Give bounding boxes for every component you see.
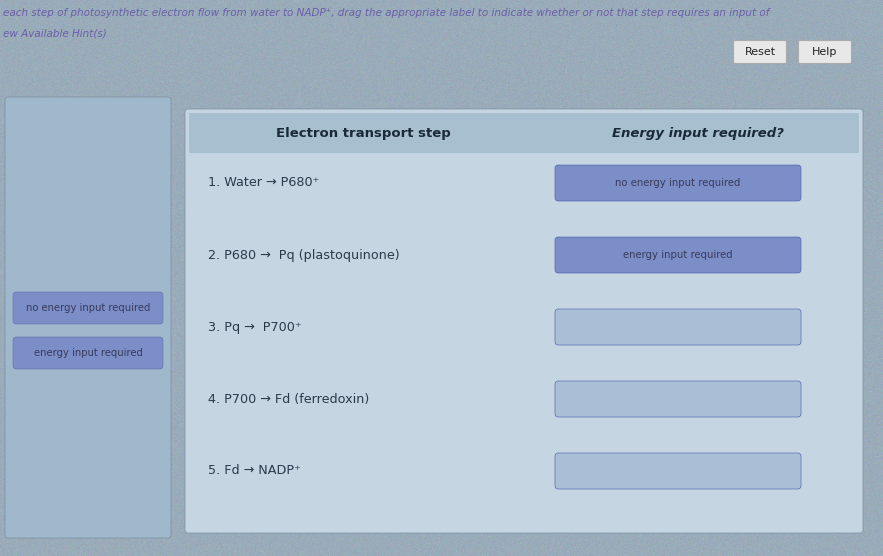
FancyBboxPatch shape xyxy=(798,41,851,63)
Text: Reset: Reset xyxy=(744,47,775,57)
Text: energy input required: energy input required xyxy=(34,348,142,358)
Text: energy input required: energy input required xyxy=(623,250,733,260)
FancyBboxPatch shape xyxy=(13,292,163,324)
Text: 3. Pq →  P700⁺: 3. Pq → P700⁺ xyxy=(208,320,301,334)
FancyBboxPatch shape xyxy=(189,113,859,153)
Text: 4. P700 → Fd (ferredoxin): 4. P700 → Fd (ferredoxin) xyxy=(208,393,369,405)
FancyBboxPatch shape xyxy=(555,453,801,489)
FancyBboxPatch shape xyxy=(734,41,787,63)
FancyBboxPatch shape xyxy=(555,381,801,417)
FancyBboxPatch shape xyxy=(185,109,863,533)
Text: 2. P680 →  Pq (plastoquinone): 2. P680 → Pq (plastoquinone) xyxy=(208,249,400,261)
Text: no energy input required: no energy input required xyxy=(615,178,741,188)
Text: Energy input required?: Energy input required? xyxy=(612,127,784,140)
Text: 1. Water → P680⁺: 1. Water → P680⁺ xyxy=(208,176,320,190)
Text: 5. Fd → NADP⁺: 5. Fd → NADP⁺ xyxy=(208,464,301,478)
FancyBboxPatch shape xyxy=(5,97,171,538)
Text: ew Available Hint(s): ew Available Hint(s) xyxy=(3,28,107,38)
Text: Help: Help xyxy=(812,47,838,57)
FancyBboxPatch shape xyxy=(555,237,801,273)
Text: Electron transport step: Electron transport step xyxy=(275,127,450,140)
FancyBboxPatch shape xyxy=(555,165,801,201)
Text: no energy input required: no energy input required xyxy=(26,303,150,313)
Text: each step of photosynthetic electron flow from water to NADP⁺, drag the appropri: each step of photosynthetic electron flo… xyxy=(3,8,769,18)
FancyBboxPatch shape xyxy=(555,309,801,345)
FancyBboxPatch shape xyxy=(13,337,163,369)
